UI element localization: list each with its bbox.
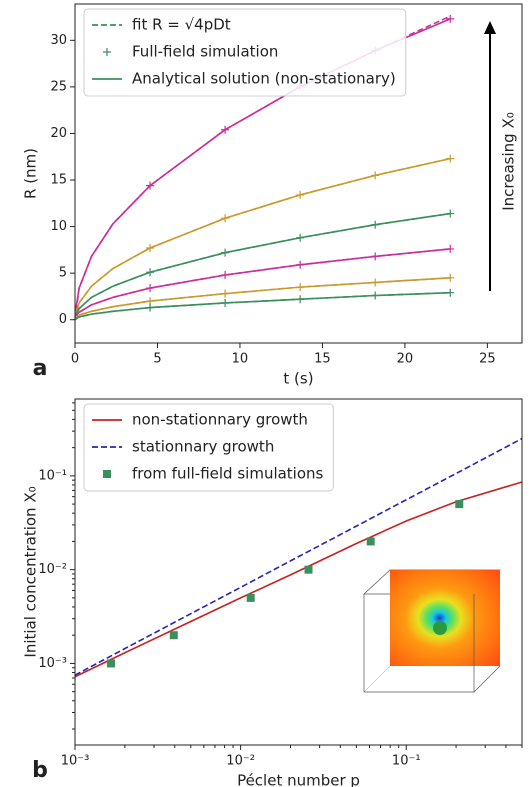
x-tick-label: 10⁻¹ [392,754,421,769]
marker-square [107,659,116,668]
x-axis-label: Péclet number p [237,772,360,787]
series-line [75,277,451,319]
marker-square [246,593,255,602]
annotation: Increasing X₀ [500,112,518,211]
series-line [75,157,451,316]
series-line [75,248,451,318]
x-tick-label: 20 [397,352,414,367]
legend-label: Analytical solution (non-stationary) [132,70,396,88]
marker-square [366,537,375,546]
series-line [75,212,451,317]
x-tick-label: 15 [314,352,331,367]
legend-swatch [103,48,111,56]
x-tick-label: 10⁻³ [61,754,90,769]
legend: non-stationnary growth stationnary growth… [83,403,334,492]
y-tick-label: 0 [59,312,67,327]
x-axis-label: t (s) [283,370,313,388]
panel-label: a [33,356,48,381]
legend-label: stationnary growth [132,438,274,456]
y-tick-label: 10 [50,219,67,234]
panel-label: b [32,758,48,783]
marker-square [169,631,178,640]
y-tick-label: 5 [59,266,67,281]
legend-box [83,403,334,492]
legend: fit R = √4pDt Full-field simulation Analyt… [83,8,407,97]
y-axis-label: Initial concentration X₀ [22,486,40,657]
y-tick-label: 30 [50,33,67,48]
x-tick-label: 5 [153,352,161,367]
axes-frame [74,3,523,344]
legend-label: non-stationnary growth [132,411,308,429]
y-tick-label: 10⁻¹ [38,468,67,483]
series-line [75,291,451,320]
series-line [75,481,522,678]
series-line [75,291,451,321]
legend-label: fit R = √4pDt [132,16,231,34]
y-tick-label: 15 [50,173,67,188]
legend-label: Full-field simulation [132,43,278,61]
x-tick-label: 25 [479,352,496,367]
plot-area [75,437,522,678]
series-line [75,277,451,321]
annotation-arrowhead [484,21,496,34]
marker-square [304,565,313,574]
y-axis-label: R (nm) [22,148,40,199]
legend-box [83,8,407,97]
y-tick-label: 10⁻³ [38,656,67,671]
y-tick-label: 20 [50,126,67,141]
x-tick-label: 10⁻² [226,754,255,769]
x-tick-label: 0 [71,352,79,367]
axes-frame [74,398,523,746]
legend-swatch [103,470,111,478]
x-tick-label: 10 [232,352,249,367]
inset-render [363,569,501,693]
y-tick-label: 10⁻² [38,562,67,577]
series-line [75,437,522,676]
legend-label: from full-field simulations [132,465,324,483]
y-tick-label: 25 [50,79,67,94]
marker-square [455,500,464,509]
